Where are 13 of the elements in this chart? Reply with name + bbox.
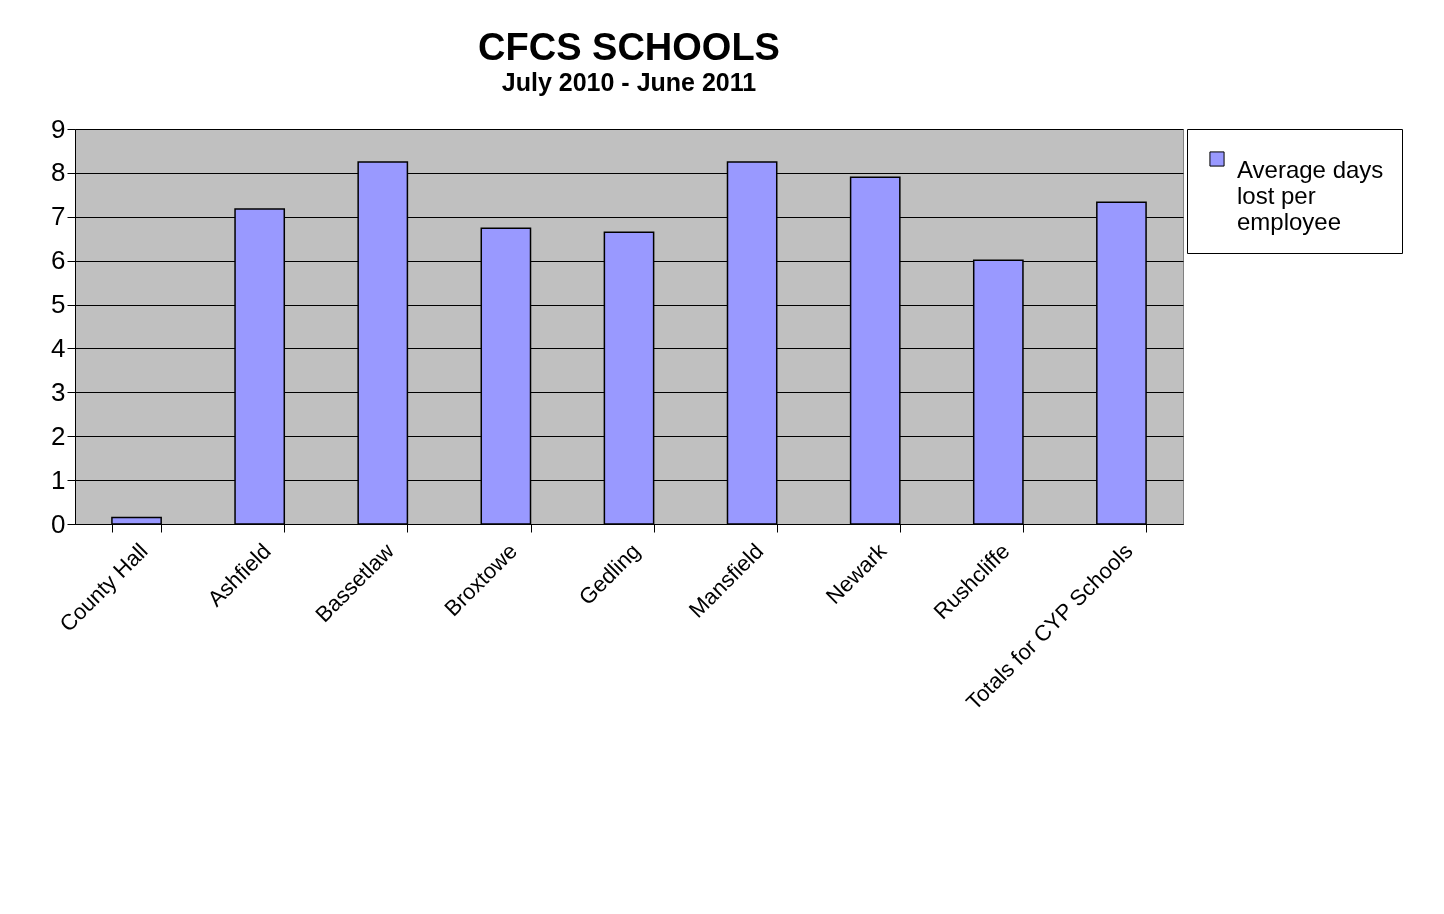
legend-label: Average days lost per employee: [1237, 156, 1384, 235]
y-tick-label: 9: [51, 113, 66, 144]
y-tick-label: 5: [51, 289, 66, 320]
y-tick-label: 0: [51, 508, 66, 539]
y-tick-label: 4: [51, 332, 66, 363]
y-tick-label: 8: [51, 157, 66, 188]
chart-subtitle: July 2010 - June 2011: [501, 68, 757, 96]
y-tick-label: 1: [51, 464, 66, 495]
y-tick-label: 7: [51, 201, 66, 232]
y-tick-label: 6: [51, 245, 66, 276]
y-tick-label: 3: [51, 376, 66, 407]
chart-title: CFCS SCHOOLS: [478, 26, 780, 68]
y-tick-label: 2: [51, 420, 66, 451]
